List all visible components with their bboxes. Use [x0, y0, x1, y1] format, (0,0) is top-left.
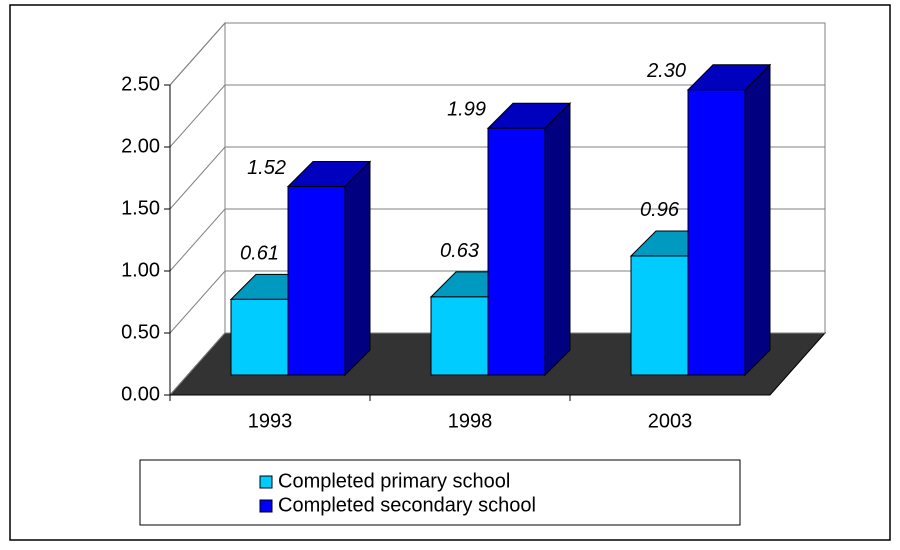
bar [687, 89, 746, 376]
x-tick-label: 2003 [648, 410, 693, 432]
x-tick-label: 1998 [448, 410, 493, 432]
y-tick-label: 1.00 [121, 259, 160, 281]
grid-line [169, 146, 825, 210]
grid-line [169, 332, 825, 396]
bar-side [744, 63, 771, 377]
value-label: 0.63 [440, 240, 479, 262]
x-tick-label: 1993 [248, 410, 293, 432]
legend-label: Completed primary school [278, 470, 510, 492]
bar-side [544, 102, 571, 377]
grid-line [169, 22, 825, 86]
bar [287, 186, 346, 376]
bar-side [344, 160, 371, 377]
bar [630, 255, 689, 376]
grid-line [169, 208, 825, 272]
y-tick-label: 1.50 [121, 197, 160, 219]
y-tick-label: 2.00 [121, 135, 160, 157]
y-tick-label: 0.50 [121, 321, 160, 343]
legend-label: Completed secondary school [278, 494, 536, 516]
legend-swatch [259, 475, 273, 489]
bar [487, 127, 546, 376]
value-label: 0.61 [240, 243, 279, 265]
grid-line [169, 270, 825, 334]
legend-swatch [259, 499, 273, 513]
bar [230, 298, 289, 376]
legend-box [139, 459, 741, 526]
bar [430, 296, 489, 376]
grid-line [169, 84, 825, 148]
y-tick-label: 0.00 [121, 383, 160, 405]
y-tick-label: 2.50 [121, 73, 160, 95]
side-wall [169, 21, 226, 397]
value-label: 1.52 [247, 157, 286, 179]
value-label: 0.96 [640, 199, 680, 221]
value-label: 2.30 [646, 60, 686, 82]
value-label: 1.99 [447, 99, 486, 121]
